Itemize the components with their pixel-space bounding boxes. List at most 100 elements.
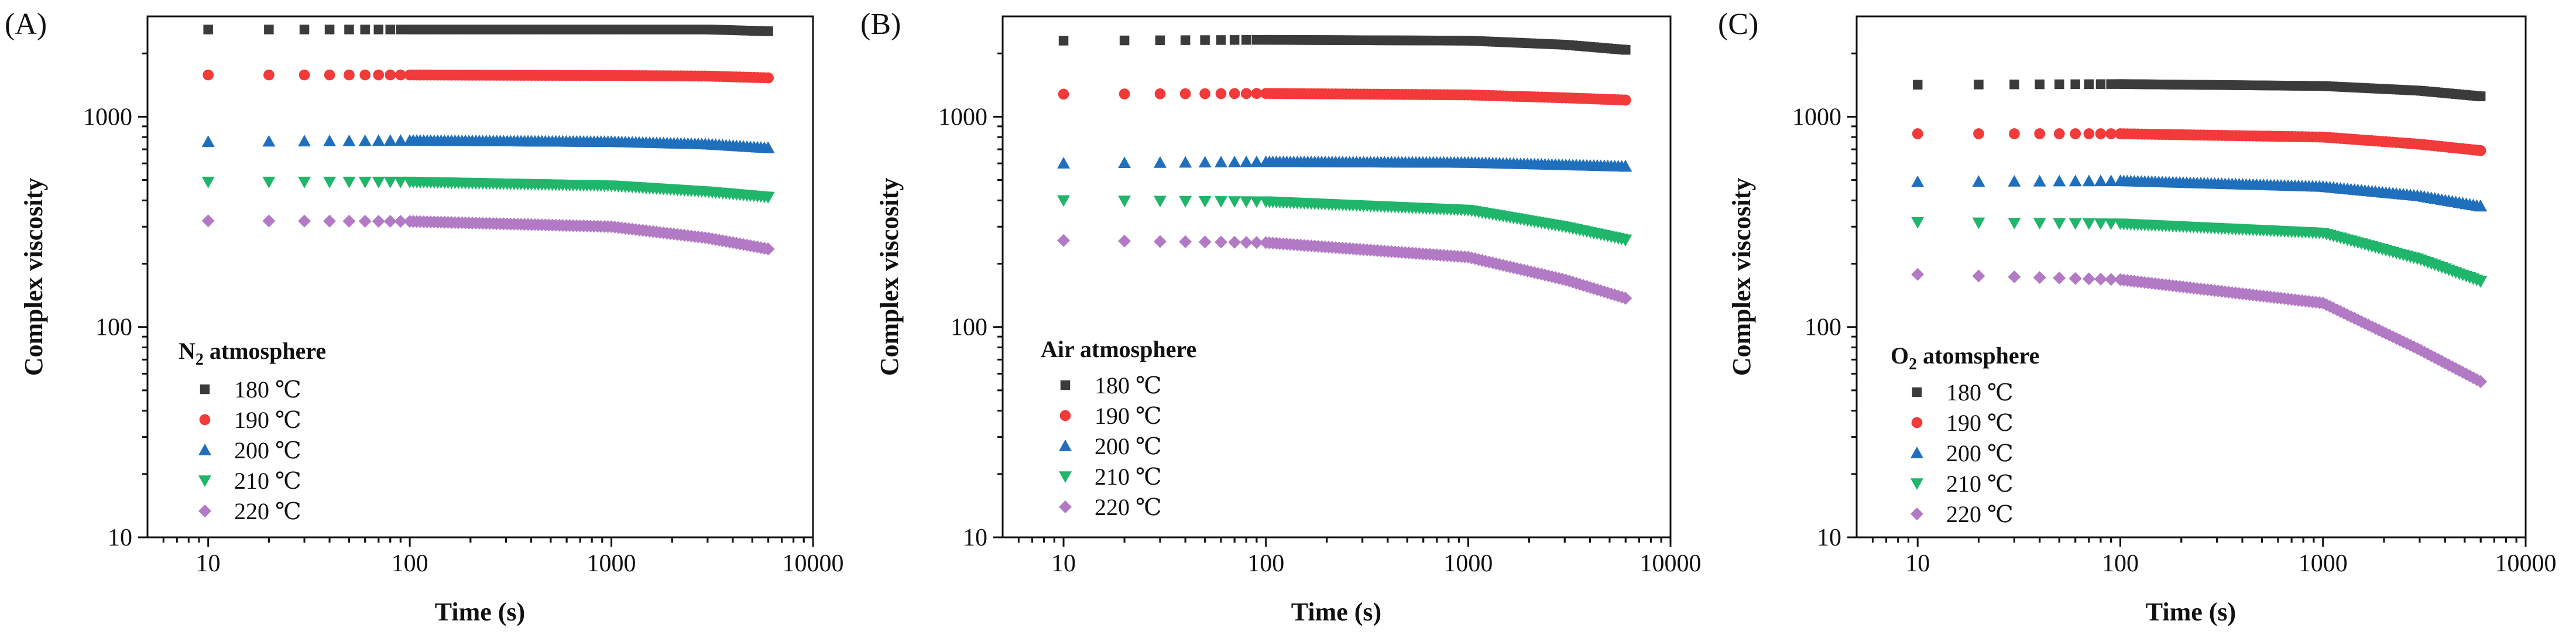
data-point [2035, 79, 2045, 90]
y-axis-title: Complex viscosity [875, 178, 904, 376]
x-tick-label: 1000 [587, 550, 636, 577]
data-point [385, 25, 395, 35]
y-tick-label: 10 [963, 524, 987, 551]
data-point [1240, 236, 1253, 249]
data-point [1119, 88, 1130, 100]
data-point [2070, 128, 2081, 139]
legend-marker [1060, 380, 1071, 390]
data-point [358, 214, 372, 228]
legend-title: O2 atomsphere [1891, 342, 2039, 373]
data-point [1228, 196, 1241, 208]
data-point [1179, 195, 1192, 208]
data-point [201, 176, 215, 188]
legend-label: 180 ℃ [234, 376, 301, 403]
legend-label: 180 ℃ [1946, 379, 2014, 406]
data-points [201, 25, 775, 256]
x-tick-label: 1000 [2299, 550, 2348, 577]
y-tick-label: 100 [951, 314, 987, 341]
data-point [360, 25, 370, 35]
legend-marker [198, 505, 211, 517]
data-point [1912, 80, 1923, 90]
data-point [372, 176, 385, 188]
legend-label: 190 ℃ [1095, 403, 1162, 429]
data-point [1198, 235, 1212, 249]
axis-ticks: 10 100 1000 10000 10 100 1000 [938, 52, 1702, 577]
series-5 [201, 214, 775, 256]
panel-label: (C) [1718, 8, 1758, 41]
data-point [262, 135, 276, 147]
y-tick-label: 1000 [1792, 104, 1841, 131]
data-point [762, 242, 775, 256]
data-point [2104, 273, 2118, 286]
x-tick-label: 100 [1247, 550, 1284, 577]
data-point [1216, 35, 1226, 45]
data-point [2106, 79, 2116, 89]
y-tick-label: 100 [1805, 314, 1841, 341]
data-point [1911, 267, 1925, 281]
y-tick-label: 10 [108, 524, 132, 551]
data-point [298, 214, 311, 228]
legend-label: 210 ℃ [1946, 471, 2014, 497]
data-point [2475, 91, 2486, 101]
axis-ticks: 10 100 1000 10000 10 100 1000 [1792, 52, 2557, 577]
data-point [2033, 174, 2046, 187]
data-point [2084, 79, 2094, 90]
x-tick-label: 10 [1051, 550, 1076, 577]
data-point [1972, 217, 1985, 229]
data-point [2083, 128, 2095, 139]
data-point [383, 134, 397, 146]
data-point [2474, 276, 2488, 288]
data-point [344, 25, 354, 35]
data-point [2474, 200, 2488, 212]
data-point [1154, 88, 1166, 100]
x-axis-title: Time (s) [1291, 598, 1381, 626]
x-axis-title: Time (s) [2146, 598, 2236, 626]
x-tick-label: 10 [1905, 550, 1930, 577]
data-point [1974, 80, 1984, 90]
legend-title: Air atmosphere [1041, 336, 1196, 362]
data-point [1973, 128, 1984, 139]
data-point [264, 25, 274, 35]
panel-b: (B) Complex viscosity Time (s) Air atmos… [860, 8, 1702, 626]
x-tick-label: 10000 [1640, 550, 1702, 577]
data-point [1912, 128, 1923, 139]
data-point [2069, 272, 2082, 285]
series-1 [1912, 79, 2486, 101]
legend-marker [200, 384, 210, 395]
data-point [1251, 88, 1263, 100]
data-point [1118, 156, 1131, 169]
x-tick-label: 10000 [2495, 550, 2557, 577]
x-tick-label: 10 [196, 550, 221, 577]
data-point [2095, 128, 2107, 139]
x-axis-title: Time (s) [435, 598, 525, 626]
data-points [1911, 79, 2488, 388]
data-point [262, 176, 276, 188]
data-point [342, 176, 356, 188]
data-point [1250, 155, 1263, 167]
legend-label: 220 ℃ [1095, 494, 1162, 520]
series-2 [1058, 88, 1631, 106]
data-point [1057, 234, 1071, 247]
data-point [2094, 218, 2107, 230]
legend-label: 210 ℃ [1095, 464, 1162, 490]
data-point [298, 135, 311, 147]
data-point [1229, 88, 1240, 100]
data-point [1621, 44, 1631, 55]
series-3 [1911, 174, 2488, 212]
data-point [2053, 272, 2066, 285]
data-point [2033, 271, 2046, 284]
data-point [2034, 128, 2046, 139]
data-point [2082, 174, 2095, 187]
data-point [1240, 88, 1252, 100]
legend-marker [1910, 507, 1923, 520]
series-5 [1911, 267, 2488, 388]
legend-marker [1910, 447, 1923, 458]
data-point [299, 69, 310, 81]
legend-label: 210 ℃ [234, 468, 301, 494]
data-point [1240, 196, 1253, 208]
data-point [2094, 272, 2107, 286]
data-point [2033, 218, 2046, 230]
data-point [1058, 88, 1069, 100]
data-point [373, 69, 385, 81]
data-point [1180, 35, 1191, 45]
